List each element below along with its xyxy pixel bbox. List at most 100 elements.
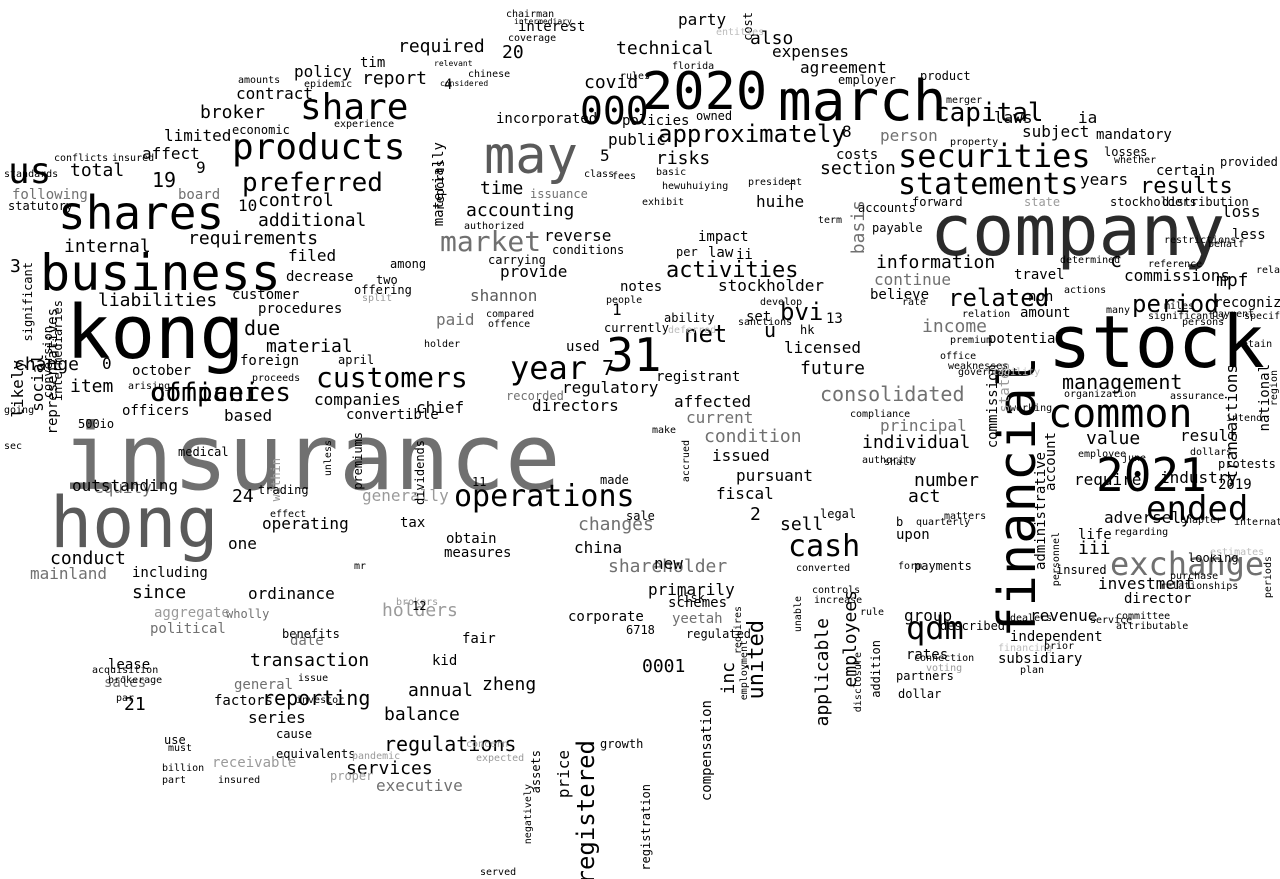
word-134: tax: [400, 515, 426, 531]
word-167: decrease: [286, 269, 354, 285]
word-296: acquisition: [92, 665, 159, 676]
word-81: section: [820, 158, 896, 179]
word-243: regulated: [686, 627, 752, 641]
word-382: restrictions: [1164, 235, 1237, 246]
word-36: bvi: [780, 298, 824, 326]
word-16: share: [300, 87, 409, 128]
word-317: exhibit: [642, 197, 685, 208]
word-227: merger: [946, 95, 983, 106]
word-187: currently: [604, 321, 670, 335]
word-138: general: [234, 677, 294, 693]
word-168: two: [376, 273, 398, 287]
word-51: internal: [64, 236, 151, 257]
word-293: issue: [298, 673, 329, 684]
word-338: people: [606, 295, 643, 306]
word-348: assurance: [1170, 391, 1225, 402]
word-220: service: [1090, 615, 1133, 626]
word-270: pandemic: [352, 751, 401, 762]
word-199: forward: [912, 195, 963, 209]
word-110: revenue: [1030, 606, 1098, 625]
word-319: class: [584, 169, 615, 180]
word-59: party: [678, 10, 727, 29]
word-312: amounts: [238, 75, 281, 86]
word-13: common: [1048, 391, 1193, 437]
word-60: also: [750, 28, 794, 49]
word-111: director: [1124, 591, 1192, 607]
word-265: use: [164, 733, 186, 747]
word-96: condition: [704, 426, 802, 447]
word-333: make: [652, 425, 677, 436]
word-360: committee: [1116, 611, 1171, 622]
word-137: series: [248, 708, 306, 727]
word-151: growth: [600, 737, 644, 751]
word-263: equivalents: [276, 747, 356, 761]
word-147: executive: [376, 776, 463, 795]
word-148: sales: [104, 675, 147, 691]
word-129: shareholder: [608, 556, 728, 577]
word-385: ia: [1078, 108, 1098, 127]
word-191: law: [708, 245, 734, 261]
word-306: april: [338, 353, 375, 367]
word-160: based: [224, 406, 273, 425]
word-239: corporate: [568, 609, 644, 625]
word-325: florida: [672, 61, 715, 72]
word-383: require: [1074, 470, 1142, 489]
word-235: registered: [572, 740, 600, 879]
word-23: 000: [580, 89, 649, 133]
word-24: year: [510, 349, 588, 387]
word-73: information: [876, 252, 996, 273]
word-27: market: [440, 225, 542, 258]
word-164: foreign: [240, 353, 300, 369]
word-122: including: [132, 565, 208, 581]
word-135: transaction: [250, 650, 370, 671]
word-242: risk: [676, 591, 705, 605]
word-393: 3: [10, 256, 21, 277]
word-153: group: [904, 606, 953, 625]
word-303: effect: [270, 509, 307, 520]
word-4: hong: [50, 482, 219, 564]
word-290: unable: [793, 596, 804, 633]
word-259: disclosure: [853, 652, 864, 713]
word-166: procedures: [258, 301, 343, 317]
word-72: stockholder: [718, 276, 824, 295]
word-384: iii: [1078, 538, 1111, 559]
word-236: price: [554, 750, 573, 799]
word-140: date: [290, 633, 324, 649]
word-159: companies: [314, 390, 401, 409]
word-225: provided: [1220, 155, 1278, 169]
word-5: business: [40, 244, 281, 302]
word-64: public: [608, 130, 666, 149]
word-52: report: [362, 68, 428, 89]
word-171: split: [362, 293, 393, 304]
word-197: costs: [836, 147, 879, 163]
word-99: fiscal: [716, 484, 774, 503]
word-55: contract: [236, 84, 314, 103]
word-116: outstanding: [72, 476, 178, 495]
word-363: plan: [1020, 665, 1045, 676]
word-146: services: [346, 758, 433, 779]
word-102: number: [914, 470, 980, 491]
word-44: broker: [200, 102, 266, 123]
word-247: dividends: [413, 440, 427, 506]
word-97: issued: [712, 446, 770, 465]
word-222: mandatory: [1096, 127, 1172, 143]
word-322: president: [748, 177, 803, 188]
word-376: relations: [1256, 265, 1280, 276]
word-108: life: [1078, 527, 1112, 543]
word-307: proceeds: [252, 373, 301, 384]
word-335: holder: [424, 339, 461, 350]
word-170: offering: [354, 283, 412, 297]
word-226: product: [920, 69, 971, 83]
word-367: estimates: [1210, 547, 1265, 558]
word-68: reverse: [544, 226, 612, 245]
word-365: prior: [1044, 641, 1075, 652]
word-6: march: [778, 69, 947, 134]
word-157: change: [14, 354, 80, 375]
word-372: many: [1106, 305, 1131, 316]
word-341: develop: [760, 297, 803, 308]
word-208: potential: [988, 331, 1064, 347]
word-150: cause: [276, 727, 313, 741]
word-192: set: [746, 309, 772, 325]
word-387: c: [1110, 248, 1123, 272]
